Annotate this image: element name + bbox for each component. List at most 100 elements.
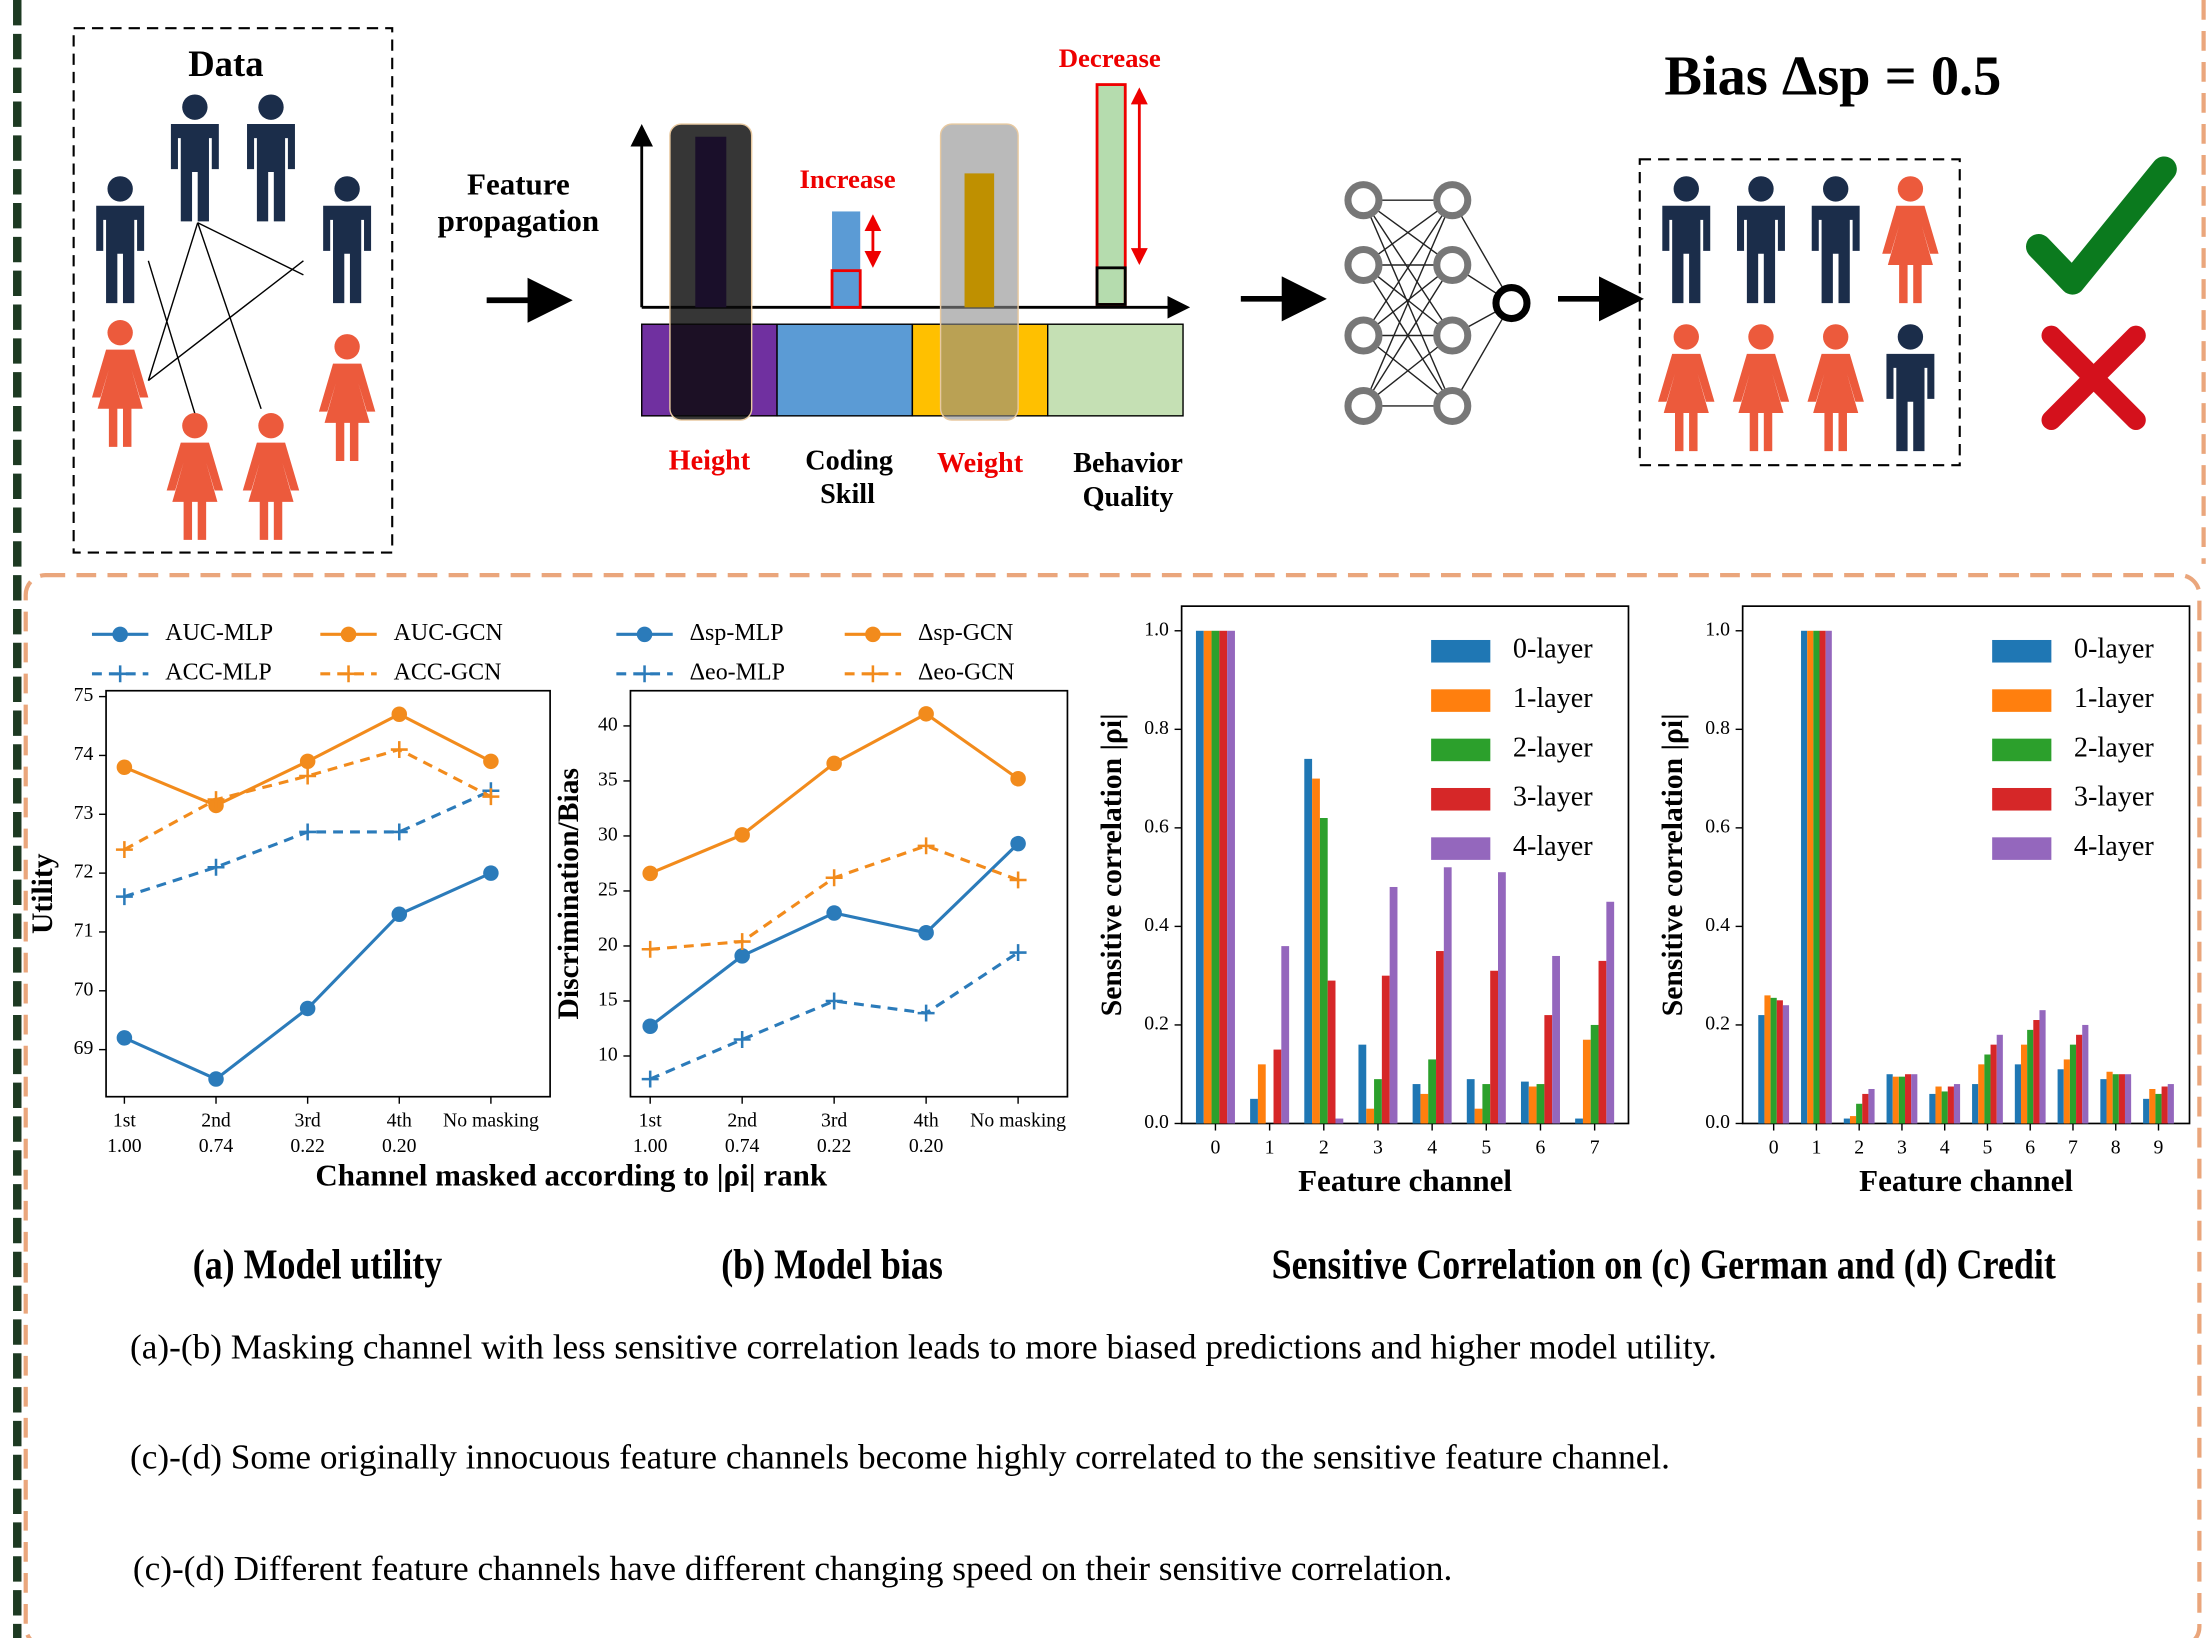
point bbox=[299, 768, 316, 785]
point bbox=[392, 907, 408, 923]
x-tick-label: 5 bbox=[1983, 1136, 1993, 1158]
x-tick-label: No masking bbox=[970, 1110, 1066, 1132]
legend-marker bbox=[864, 665, 881, 682]
bar bbox=[1320, 818, 1328, 1123]
y-tick-label: 0.6 bbox=[1705, 815, 1730, 837]
y-tick-label: 25 bbox=[598, 878, 618, 900]
legend-label: Δeo-MLP bbox=[690, 659, 785, 685]
point bbox=[483, 865, 499, 881]
bar bbox=[1905, 1074, 1911, 1123]
point bbox=[734, 933, 751, 950]
bar bbox=[1390, 887, 1398, 1123]
x-tick-sublabel: 0.20 bbox=[382, 1135, 417, 1157]
panel-caption: (b) Model bias bbox=[721, 1242, 943, 1288]
x-tick-label: 1 bbox=[1811, 1136, 1821, 1158]
nn-node bbox=[1437, 320, 1468, 351]
point bbox=[300, 1001, 316, 1017]
bar bbox=[1844, 1119, 1850, 1124]
bar bbox=[1978, 1064, 1984, 1123]
nn-node bbox=[1348, 250, 1379, 281]
y-tick-label: 10 bbox=[598, 1044, 618, 1066]
note: (c)-(d) Some originally innocuous featur… bbox=[130, 1437, 1670, 1476]
x-tick-label: 8 bbox=[2111, 1136, 2121, 1158]
y-axis-label: Utility bbox=[27, 853, 59, 934]
x-tick-label: 9 bbox=[2154, 1136, 2164, 1158]
bar bbox=[2064, 1059, 2070, 1123]
x-tick-label: 1st bbox=[639, 1110, 663, 1132]
bar bbox=[1521, 1082, 1529, 1124]
y-tick-label: 20 bbox=[598, 934, 618, 956]
result-people bbox=[1658, 176, 1939, 451]
nn-node bbox=[1437, 390, 1468, 421]
data-box bbox=[74, 28, 393, 552]
bar bbox=[1382, 976, 1390, 1124]
note: (c)-(d) Different feature channels have … bbox=[133, 1549, 1452, 1588]
legend-label: 1-layer bbox=[2074, 683, 2154, 714]
y-tick-label: 0.8 bbox=[1705, 717, 1730, 739]
x-tick-label: 7 bbox=[2068, 1136, 2078, 1158]
legend-label: 0-layer bbox=[2074, 634, 2154, 665]
point bbox=[826, 905, 842, 921]
point bbox=[734, 1031, 751, 1048]
nn-node bbox=[1348, 320, 1379, 351]
point bbox=[1010, 872, 1027, 889]
bar bbox=[1467, 1079, 1475, 1123]
nn-node bbox=[1437, 250, 1468, 281]
feature-label-box: Height bbox=[639, 444, 780, 529]
legend-label: AUC-MLP bbox=[165, 620, 273, 646]
bar bbox=[1366, 1109, 1374, 1124]
point bbox=[117, 1030, 133, 1046]
bar bbox=[1281, 946, 1289, 1123]
bar bbox=[1436, 951, 1444, 1123]
bar bbox=[1764, 995, 1770, 1123]
bar bbox=[1529, 1087, 1537, 1124]
bar bbox=[2076, 1035, 2082, 1124]
cross-mark bbox=[2051, 335, 2136, 420]
point bbox=[642, 866, 658, 882]
point bbox=[483, 754, 499, 770]
legend-swatch bbox=[1992, 837, 2051, 860]
x-axis-label: Channel masked according to |ρi| rank bbox=[315, 1158, 827, 1193]
bar bbox=[1972, 1084, 1978, 1123]
y-axis-label: Discrimination/Bias bbox=[553, 768, 585, 1020]
bar bbox=[1820, 631, 1826, 1124]
legend-label: 0-layer bbox=[1513, 634, 1593, 665]
bar bbox=[2119, 1074, 2125, 1123]
page: { "diagram": { "data_label": "Data", "pr… bbox=[0, 0, 2211, 1638]
bar bbox=[1893, 1077, 1899, 1124]
point bbox=[1010, 944, 1027, 961]
bar bbox=[1583, 1040, 1591, 1124]
bar bbox=[2155, 1094, 2161, 1124]
feature-label-box: Behavior Quality bbox=[1051, 447, 1206, 532]
bar bbox=[1490, 971, 1498, 1124]
feature-label: Height bbox=[639, 444, 780, 478]
legend-marker bbox=[636, 665, 653, 682]
bar bbox=[1544, 1015, 1552, 1123]
legend-label: Δsp-GCN bbox=[918, 620, 1013, 646]
bar bbox=[1856, 1104, 1862, 1124]
legend-label: AUC-GCN bbox=[394, 620, 503, 646]
legend-swatch bbox=[1992, 640, 2051, 663]
feature-label: Weight bbox=[910, 447, 1051, 481]
legend-marker bbox=[637, 627, 653, 643]
y-tick-label: 0.0 bbox=[1144, 1111, 1169, 1133]
bar bbox=[1899, 1077, 1905, 1124]
bar bbox=[1813, 631, 1819, 1124]
series-line bbox=[124, 791, 491, 897]
legend-marker bbox=[865, 627, 881, 643]
y-tick-label: 15 bbox=[598, 989, 618, 1011]
series-line bbox=[650, 953, 1018, 1080]
bar bbox=[2149, 1089, 2155, 1123]
legend-label: Δeo-GCN bbox=[918, 659, 1015, 685]
figure: Data Feature propagation Increase Decrea… bbox=[0, 0, 2211, 1638]
feature-bar bbox=[832, 211, 860, 307]
point bbox=[826, 756, 842, 772]
bar bbox=[1929, 1094, 1935, 1124]
point bbox=[918, 925, 934, 941]
bar bbox=[1444, 867, 1452, 1123]
x-tick-label: 4 bbox=[1940, 1136, 1950, 1158]
legend-swatch bbox=[1992, 689, 2051, 712]
x-tick-label: 2nd bbox=[201, 1110, 231, 1132]
x-tick-label: 2 bbox=[1854, 1136, 1864, 1158]
men bbox=[96, 94, 371, 303]
